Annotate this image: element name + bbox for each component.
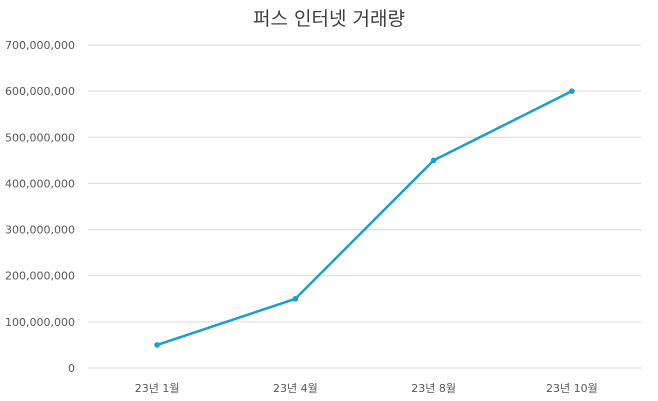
- y-axis-tick-labels: 0 100,000,000 200,000,000 300,000,000 400,00…: [5, 39, 75, 375]
- data-point: [430, 157, 437, 164]
- series-line: [156, 90, 573, 347]
- series-group: [154, 88, 575, 348]
- x-tick-label: 23년 1월: [135, 382, 180, 395]
- chart-title: 퍼스 인터넷 거래량: [253, 8, 405, 30]
- x-tick-label: 23년 4월: [273, 382, 318, 395]
- y-tick-label: 0: [68, 362, 75, 375]
- x-axis-tick-labels: 23년 1월 23년 4월 23년 8월 23년 10월: [135, 382, 598, 395]
- x-tick-label: 23년 8월: [411, 382, 456, 395]
- data-point: [292, 295, 299, 302]
- data-point: [154, 342, 160, 348]
- gridlines: [88, 44, 641, 369]
- x-tick-label: 23년 10월: [546, 382, 598, 395]
- y-tick-label: 500,000,000: [5, 131, 75, 144]
- y-tick-label: 300,000,000: [5, 224, 75, 237]
- data-point: [569, 88, 575, 94]
- y-tick-label: 400,000,000: [5, 177, 75, 190]
- y-tick-label: 100,000,000: [5, 316, 75, 329]
- y-tick-label: 200,000,000: [5, 270, 75, 283]
- y-tick-label: 600,000,000: [5, 85, 75, 98]
- y-tick-label: 700,000,000: [5, 39, 75, 52]
